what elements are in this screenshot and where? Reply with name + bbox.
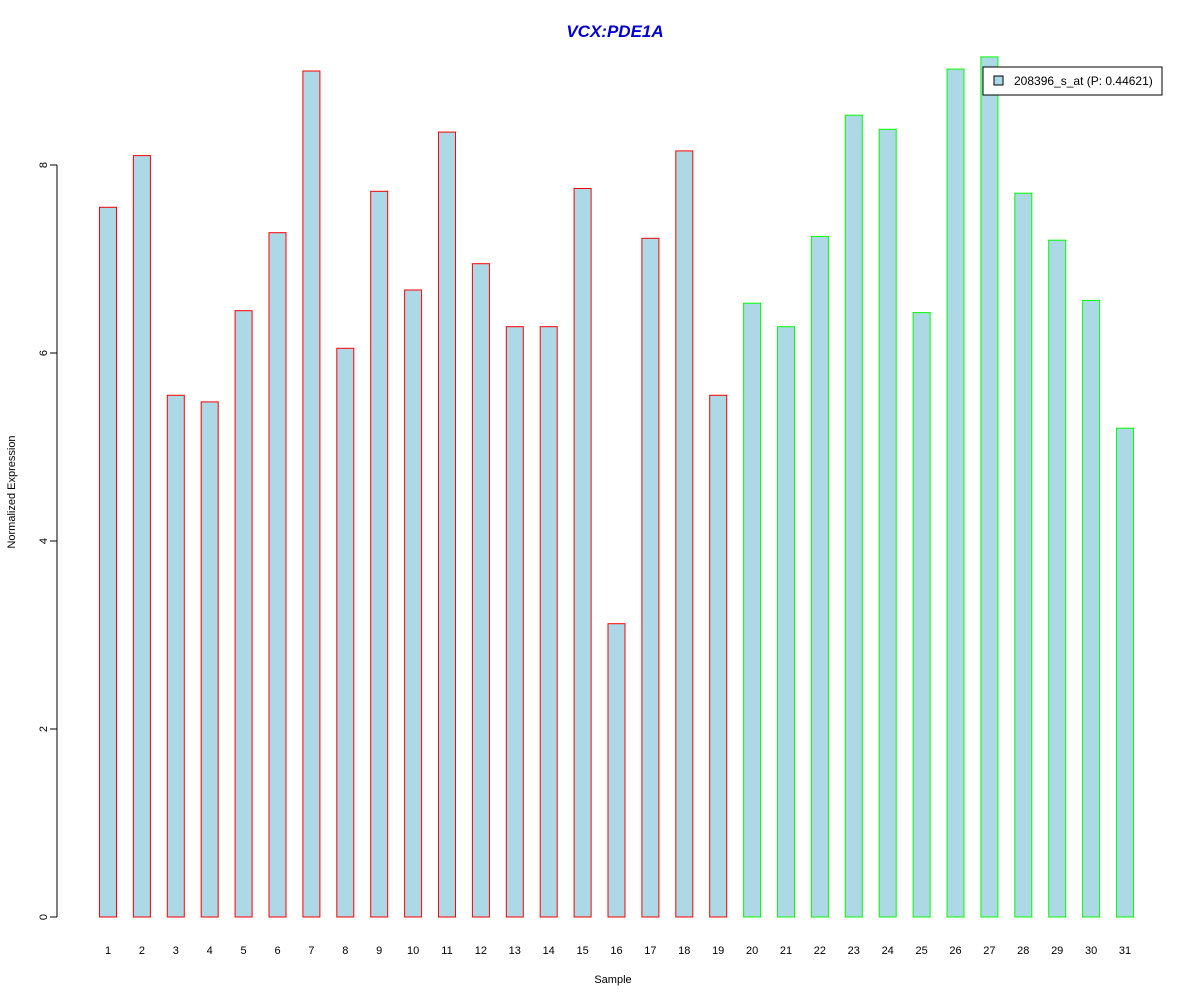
bar: [912, 312, 931, 918]
bar: [777, 326, 795, 918]
bar: [1082, 299, 1101, 918]
x-tick-label: 24: [882, 945, 894, 957]
bar: [404, 289, 423, 918]
legend-entry-label: 208396_s_at (P: 0.44621): [1014, 74, 1153, 88]
y-axis: 0 2 4 6 8: [38, 162, 58, 920]
bar: [607, 623, 626, 918]
bar: [1048, 239, 1067, 918]
x-tick-label: 20: [746, 945, 758, 957]
bar: [336, 347, 355, 918]
bar: [539, 326, 558, 918]
bar: [980, 56, 999, 918]
bar: [1116, 427, 1134, 918]
bar: [370, 190, 389, 918]
x-tick-label: 21: [780, 945, 792, 957]
bar: [946, 68, 965, 918]
x-tick-label: 27: [983, 945, 995, 957]
bar: [641, 237, 660, 918]
x-tick-label: 4: [207, 945, 213, 957]
legend: 208396_s_at (P: 0.44621): [982, 66, 1163, 96]
x-tick-label: 12: [475, 945, 487, 957]
x-tick-label: 16: [610, 945, 622, 957]
bar: [132, 155, 151, 918]
x-tick-labels: 1 2 3 4 5 6 7 8 9 10 11 12 13 14 15 16 17 18 19 20 21 22 23 24 2…: [105, 945, 1131, 957]
x-tick-label: 3: [173, 945, 179, 957]
x-tick-label: 26: [949, 945, 961, 957]
bar: [234, 310, 253, 918]
x-tick-label: 19: [712, 945, 724, 957]
bar: [675, 150, 694, 918]
bar: [844, 114, 863, 918]
bar: [166, 394, 185, 918]
y-tick-label: 0: [38, 914, 50, 920]
bar: [573, 188, 592, 918]
y-tick-label: 8: [38, 162, 50, 168]
x-tick-label: 5: [241, 945, 247, 957]
x-tick-label: 14: [543, 945, 555, 957]
y-tick-label: 4: [38, 538, 50, 544]
y-tick-label: 2: [38, 726, 50, 732]
x-tick-label: 7: [308, 945, 314, 957]
bar: [99, 206, 117, 918]
x-tick-label: 1: [105, 945, 111, 957]
x-tick-label: 29: [1051, 945, 1063, 957]
x-tick-label: 31: [1119, 945, 1131, 957]
chart-title: VCX:PDE1A: [566, 22, 663, 41]
bar: [302, 70, 321, 918]
y-tick-label: 6: [38, 350, 50, 356]
bar: [810, 235, 829, 918]
x-axis-label: Sample: [594, 974, 631, 986]
legend-swatch: [993, 75, 1004, 86]
x-tick-label: 23: [848, 945, 860, 957]
x-tick-label: 8: [342, 945, 348, 957]
x-tick-label: 17: [644, 945, 656, 957]
x-tick-label: 15: [576, 945, 588, 957]
bar: [709, 394, 728, 918]
x-tick-label: 2: [139, 945, 145, 957]
bar: [743, 302, 762, 918]
bar: [1014, 192, 1033, 918]
x-tick-label: 30: [1085, 945, 1097, 957]
x-tick-label: 28: [1017, 945, 1029, 957]
bar: [878, 128, 897, 918]
bar: [505, 326, 524, 918]
x-tick-label: 25: [915, 945, 927, 957]
x-tick-label: 6: [274, 945, 280, 957]
x-tick-label: 11: [441, 945, 452, 957]
x-tick-label: 10: [407, 945, 419, 957]
bar: [471, 263, 490, 918]
bar: [438, 131, 456, 918]
bar: [200, 401, 219, 918]
legend-box: [982, 66, 1163, 96]
bars-group: [99, 56, 1134, 918]
bar: [268, 232, 287, 918]
x-tick-label: 22: [814, 945, 826, 957]
x-tick-label: 9: [376, 945, 382, 957]
x-tick-label: 18: [678, 945, 690, 957]
y-axis-label: Normalized Expression: [6, 435, 18, 548]
x-tick-label: 13: [509, 945, 521, 957]
